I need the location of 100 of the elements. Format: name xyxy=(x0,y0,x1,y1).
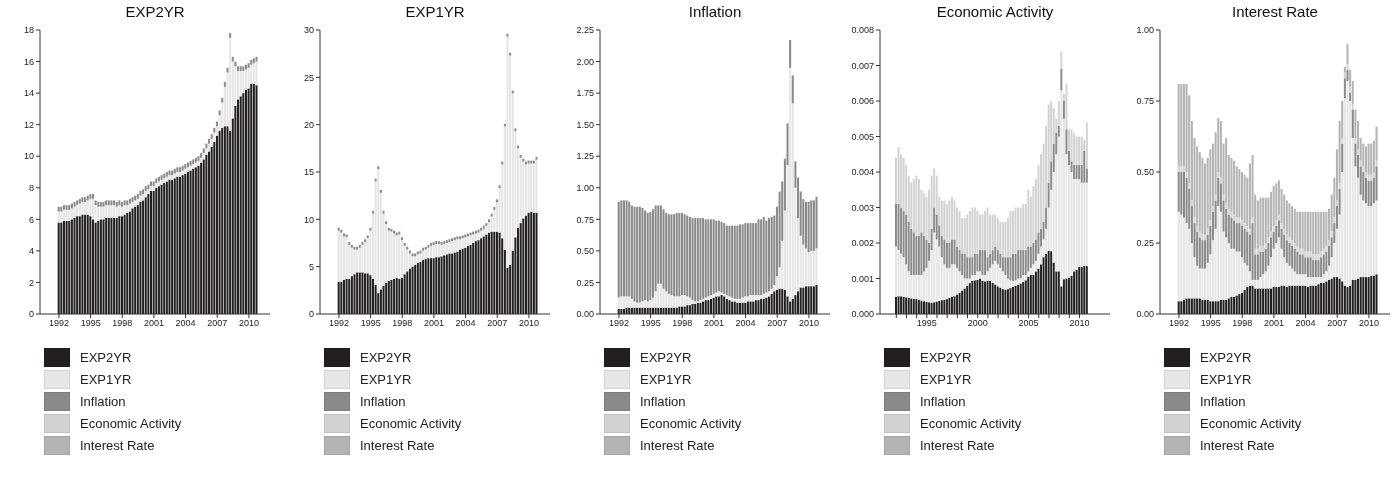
bar xyxy=(131,208,134,314)
y-tick-label: 0.006 xyxy=(851,96,874,107)
bar xyxy=(469,235,472,245)
bar xyxy=(1338,183,1341,190)
bar xyxy=(1296,274,1299,286)
bar xyxy=(728,300,731,314)
bar xyxy=(65,209,68,221)
bar xyxy=(768,296,771,314)
bar xyxy=(1277,237,1280,288)
bar xyxy=(617,201,620,298)
bar xyxy=(1354,137,1357,144)
bar xyxy=(1351,103,1354,110)
bar xyxy=(1240,220,1244,226)
bar xyxy=(709,219,713,296)
bar xyxy=(728,225,731,297)
bar xyxy=(202,159,205,314)
y-tick-label: 10 xyxy=(303,214,314,225)
bar xyxy=(1230,296,1233,314)
bar xyxy=(522,218,525,314)
bar xyxy=(1320,211,1323,252)
x-tick-label: 1995 xyxy=(80,318,101,329)
y-tick-label: 0.25 xyxy=(1136,238,1154,249)
bar xyxy=(429,243,433,246)
x-tick-label: 2010 xyxy=(798,318,819,329)
bar xyxy=(1264,197,1267,243)
bar xyxy=(456,251,459,314)
bar xyxy=(1243,228,1246,263)
bar xyxy=(176,176,179,314)
bar xyxy=(680,306,684,314)
bar xyxy=(81,214,84,314)
bar xyxy=(1225,203,1228,209)
bar xyxy=(757,300,760,314)
bar xyxy=(1272,287,1275,314)
y-tick-label: 18 xyxy=(23,25,34,36)
x-tick-label: 1992 xyxy=(1168,318,1190,329)
bar xyxy=(429,258,433,314)
bar xyxy=(1375,274,1378,314)
x-tick-label: 1995 xyxy=(1200,318,1221,329)
bar xyxy=(503,123,506,127)
bar xyxy=(1322,274,1325,283)
bar xyxy=(1262,245,1265,252)
bar xyxy=(81,197,84,202)
bar xyxy=(411,256,414,267)
bar xyxy=(678,213,681,297)
x-tick-label: 2005 xyxy=(1018,318,1039,329)
bar xyxy=(408,253,411,269)
bar xyxy=(1291,240,1294,246)
bar xyxy=(770,288,773,294)
y-tick-label: 0.00 xyxy=(1136,309,1154,320)
bar xyxy=(229,37,232,131)
bar xyxy=(757,295,760,301)
bar xyxy=(371,210,374,214)
bar xyxy=(625,296,628,308)
bar xyxy=(630,205,633,299)
chart-title: EXP1YR xyxy=(404,2,466,22)
legend-label: Interest Rate xyxy=(640,437,715,453)
bar xyxy=(1364,146,1367,172)
bar xyxy=(387,227,390,231)
bar xyxy=(1190,200,1193,207)
bar xyxy=(348,242,351,245)
bar xyxy=(197,165,200,314)
bar xyxy=(1264,243,1267,249)
bar xyxy=(641,207,644,302)
bar xyxy=(1280,285,1283,314)
bar xyxy=(1325,281,1328,314)
bar xyxy=(1267,237,1270,243)
bar xyxy=(73,217,76,314)
bar xyxy=(770,216,773,289)
y-tick-label: 8 xyxy=(28,182,34,193)
bar xyxy=(485,223,488,226)
legend-label: Economic Activity xyxy=(1200,415,1302,431)
bar xyxy=(255,61,258,86)
bar xyxy=(57,211,60,223)
bar xyxy=(527,212,530,314)
bar xyxy=(419,253,422,262)
x-tick-label: 1998 xyxy=(1232,318,1253,329)
bar xyxy=(226,126,229,314)
legend-label: EXP2YR xyxy=(640,349,692,365)
bar xyxy=(1238,169,1241,218)
bar xyxy=(1230,217,1233,249)
bar xyxy=(1240,292,1244,314)
legend-label: EXP2YR xyxy=(920,349,972,365)
bar xyxy=(120,206,124,217)
bar xyxy=(427,244,430,248)
bar xyxy=(142,200,145,314)
bar xyxy=(440,242,443,245)
bar xyxy=(229,33,232,38)
y-tick-label: 0.005 xyxy=(851,131,874,142)
bar xyxy=(1317,211,1320,255)
bar xyxy=(1291,268,1294,286)
bar xyxy=(524,215,527,314)
bar xyxy=(398,278,401,314)
bar xyxy=(641,301,644,308)
bar xyxy=(517,145,520,149)
bar xyxy=(448,239,451,243)
bar xyxy=(361,242,364,245)
bar xyxy=(1341,137,1344,144)
bar xyxy=(255,85,258,314)
bar xyxy=(768,218,771,292)
bar xyxy=(94,222,97,314)
